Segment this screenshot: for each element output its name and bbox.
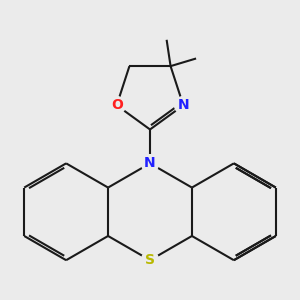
Circle shape xyxy=(141,251,159,269)
Text: N: N xyxy=(178,98,189,112)
Text: S: S xyxy=(145,253,155,267)
Text: O: O xyxy=(111,98,123,112)
Circle shape xyxy=(108,97,125,114)
Text: N: N xyxy=(144,156,156,170)
Circle shape xyxy=(175,97,192,114)
Circle shape xyxy=(141,154,159,172)
